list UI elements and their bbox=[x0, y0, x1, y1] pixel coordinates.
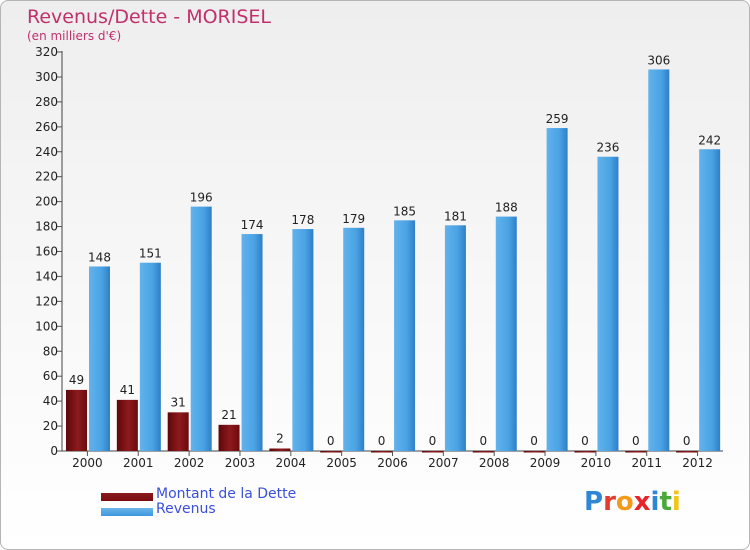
data-label-debt: 2 bbox=[276, 432, 284, 446]
x-tick-label: 2000 bbox=[72, 456, 103, 470]
x-tick-label: 2006 bbox=[377, 456, 408, 470]
bar-debt bbox=[218, 424, 240, 451]
data-label-revenue: 185 bbox=[393, 204, 416, 218]
y-tick-label: 320 bbox=[35, 45, 58, 59]
x-tick-label: 2004 bbox=[276, 456, 307, 470]
bar-revenue bbox=[597, 156, 619, 452]
x-tick-label: 2007 bbox=[428, 456, 459, 470]
chart-subtitle: (en milliers d'€) bbox=[27, 29, 122, 43]
bar-debt bbox=[625, 451, 647, 453]
data-label-revenue: 196 bbox=[190, 191, 213, 205]
y-tick-label: 0 bbox=[50, 444, 58, 458]
data-label-debt: 0 bbox=[429, 434, 437, 448]
y-tick-label: 120 bbox=[35, 294, 58, 308]
y-tick-label: 80 bbox=[43, 344, 58, 358]
bar-revenue bbox=[444, 225, 466, 451]
data-label-revenue: 259 bbox=[546, 112, 569, 126]
logo-letter: x bbox=[633, 487, 651, 517]
legend-label-revenue: Revenus bbox=[156, 501, 216, 517]
bar-revenue bbox=[89, 266, 110, 451]
x-tick-label: 2009 bbox=[530, 456, 561, 470]
data-label-debt: 31 bbox=[171, 395, 186, 409]
bar-revenue bbox=[343, 227, 365, 451]
y-tick-label: 180 bbox=[35, 220, 58, 234]
x-tick-label: 2001 bbox=[123, 456, 154, 470]
x-tick-label: 2010 bbox=[581, 456, 612, 470]
legend-swatch-revenue bbox=[101, 508, 153, 516]
bar-debt bbox=[574, 451, 596, 453]
y-tick-label: 280 bbox=[35, 95, 58, 109]
y-tick-label: 220 bbox=[35, 170, 58, 184]
data-label-debt: 41 bbox=[120, 383, 135, 397]
data-label-revenue: 174 bbox=[241, 218, 264, 232]
data-label-revenue: 306 bbox=[647, 53, 670, 67]
x-tick-label: 2012 bbox=[682, 456, 713, 470]
bar-revenue bbox=[292, 229, 314, 451]
bar-revenue bbox=[495, 216, 517, 451]
x-tick-label: 2002 bbox=[174, 456, 205, 470]
y-tick-label: 200 bbox=[35, 195, 58, 209]
proxiti-logo: Proxiti bbox=[584, 487, 681, 517]
bar-debt bbox=[676, 451, 698, 453]
logo-letter: P bbox=[584, 487, 604, 517]
data-label-debt: 49 bbox=[69, 373, 84, 387]
data-label-revenue: 178 bbox=[291, 213, 314, 227]
x-tick-label: 2003 bbox=[225, 456, 256, 470]
bar-revenue bbox=[546, 128, 568, 451]
y-tick-label: 160 bbox=[35, 245, 58, 259]
x-tick-label: 2011 bbox=[631, 456, 662, 470]
bar-debt bbox=[320, 451, 342, 453]
bar-revenue bbox=[241, 234, 263, 451]
bar-debt bbox=[523, 451, 545, 453]
data-label-revenue: 181 bbox=[444, 209, 467, 223]
logo-letter: r bbox=[603, 487, 616, 517]
data-label-debt: 0 bbox=[479, 434, 487, 448]
data-label-revenue: 179 bbox=[342, 212, 365, 226]
data-label-debt: 0 bbox=[530, 434, 538, 448]
logo-letter: i bbox=[671, 487, 681, 517]
data-label-revenue: 188 bbox=[495, 201, 518, 215]
bar-revenue bbox=[139, 262, 161, 451]
data-label-debt: 0 bbox=[327, 434, 335, 448]
data-label-debt: 0 bbox=[632, 434, 640, 448]
logo-letter: t bbox=[659, 487, 672, 517]
x-tick-label: 2008 bbox=[479, 456, 510, 470]
bar-revenue bbox=[394, 220, 416, 451]
bar-debt bbox=[167, 412, 189, 451]
data-label-debt: 0 bbox=[683, 434, 691, 448]
chart-title: Revenus/Dette - MORISEL bbox=[27, 6, 272, 28]
bar-debt bbox=[472, 451, 494, 453]
y-tick-label: 140 bbox=[35, 269, 58, 283]
y-tick-label: 300 bbox=[35, 70, 58, 84]
bar-debt bbox=[66, 389, 87, 451]
y-tick-label: 60 bbox=[43, 369, 58, 383]
bar-debt bbox=[371, 451, 393, 453]
data-label-revenue: 148 bbox=[88, 250, 111, 264]
data-label-debt: 0 bbox=[581, 434, 589, 448]
y-tick-label: 100 bbox=[35, 319, 58, 333]
bar-debt bbox=[421, 451, 443, 453]
y-tick-label: 40 bbox=[43, 394, 58, 408]
data-label-revenue: 236 bbox=[597, 141, 620, 155]
x-tick-label: 2005 bbox=[326, 456, 357, 470]
logo-letter: o bbox=[615, 487, 634, 517]
legend-swatch-debt bbox=[101, 493, 153, 501]
data-label-debt: 0 bbox=[378, 434, 386, 448]
bar-debt bbox=[269, 448, 291, 451]
bar-debt bbox=[116, 399, 138, 451]
legend-label-debt: Montant de la Dette bbox=[156, 486, 297, 502]
y-tick-label: 240 bbox=[35, 145, 58, 159]
bar-revenue bbox=[699, 149, 721, 451]
data-label-debt: 21 bbox=[221, 408, 236, 422]
y-tick-label: 260 bbox=[35, 120, 58, 134]
bar-revenue bbox=[648, 69, 670, 452]
logo-letter: i bbox=[650, 487, 660, 517]
data-label-revenue: 151 bbox=[139, 247, 162, 261]
data-label-revenue: 242 bbox=[698, 133, 721, 147]
y-tick-label: 20 bbox=[43, 419, 58, 433]
bar-revenue bbox=[190, 206, 212, 451]
